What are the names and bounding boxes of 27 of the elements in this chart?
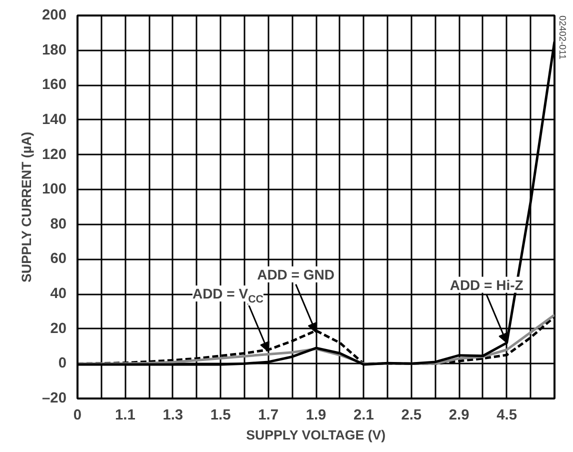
x-tick-label: 1.5 — [210, 408, 231, 424]
x-tick-label: 1.9 — [306, 408, 326, 424]
x-tick-label: 1.1 — [115, 408, 136, 424]
y-tick-label: 0 — [58, 356, 67, 372]
x-tick-label: 1.7 — [258, 408, 278, 424]
x-tick-label: 2.5 — [401, 408, 422, 424]
annotation: ADD = GND — [257, 266, 334, 282]
y-tick-label: –20 — [42, 390, 67, 406]
y-tick-label: 200 — [42, 8, 67, 24]
y-tick-label: 140 — [42, 112, 67, 128]
x-tick-label: 2.1 — [354, 408, 374, 424]
y-tick-label: 20 — [50, 320, 67, 337]
y-tick-label: 180 — [42, 42, 67, 58]
y-tick-label: 40 — [50, 286, 67, 302]
y-tick-label: 160 — [42, 77, 67, 94]
y-axis-title: SUPPLY CURRENT (µA) — [19, 132, 34, 282]
annotation: ADD = Hi-Z — [450, 276, 524, 293]
x-axis-title: SUPPLY VOLTAGE (V) — [246, 428, 386, 442]
x-tick-label: 2.9 — [448, 408, 470, 424]
text: 02402-011 — [558, 16, 568, 60]
y-tick-label: 120 — [42, 146, 67, 163]
x-tick-label: 4.5 — [496, 408, 517, 424]
y-tick-label: 80 — [50, 216, 67, 232]
x-tick-label: 1.3 — [162, 408, 184, 424]
x-tick-label: 0 — [73, 408, 82, 424]
y-tick-label: 60 — [50, 251, 67, 268]
y-tick-label: 100 — [42, 182, 67, 198]
